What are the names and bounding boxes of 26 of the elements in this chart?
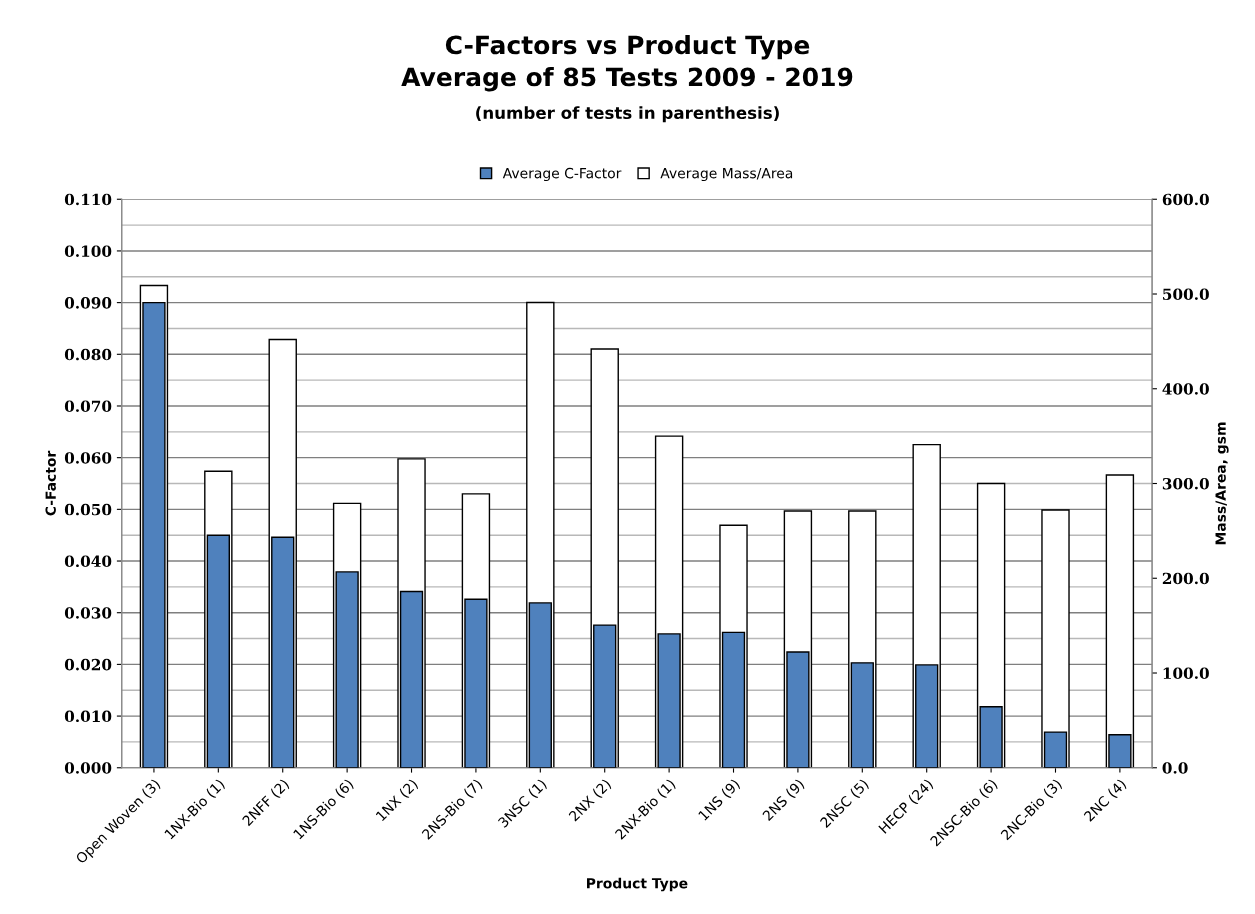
y-tick-label: 0.080 (64, 348, 112, 361)
legend-label: Average C-Factor (502, 167, 622, 182)
y-tick-label: 0.010 (64, 710, 112, 723)
y-tick-label: 0.030 (64, 607, 112, 619)
y2-tick-label: 0.0 (1162, 762, 1188, 774)
y-tick-label: 0.020 (64, 658, 112, 671)
y-tick-label: 0.070 (64, 400, 112, 412)
y-tick-label: 0.100 (64, 245, 112, 257)
y-tick-label: 0.110 (64, 193, 112, 206)
y2-axis-title: Mass/Area, gsm (1215, 422, 1229, 545)
chart-subtitle: (number of tests in parenthesis) (476, 106, 779, 123)
legend-label: Average Mass/Area (660, 168, 793, 182)
y2-tick-label: 200.0 (1162, 572, 1209, 585)
y-tick-label: 0.090 (64, 297, 112, 309)
y2-tick-label: 400.0 (1162, 383, 1209, 395)
y2-tick-label: 600.0 (1162, 193, 1209, 206)
y-axis-title: C-Factor (45, 450, 56, 516)
chart-title: C-Factors vs Product Type Average of 85 Tests 2009 - 2019 (401, 35, 853, 92)
y-tick-label: 0.040 (64, 555, 112, 568)
y2-tick-label: 100.0 (1163, 667, 1209, 680)
x-axis-title: Product Type (587, 877, 688, 892)
y-tick-label: 0.060 (64, 452, 112, 464)
y2-tick-label: 300.0 (1162, 477, 1209, 490)
y-tick-label: 0.000 (64, 762, 112, 774)
y2-tick-label: 500.0 (1163, 288, 1209, 301)
y-tick-label: 0.050 (64, 503, 112, 516)
